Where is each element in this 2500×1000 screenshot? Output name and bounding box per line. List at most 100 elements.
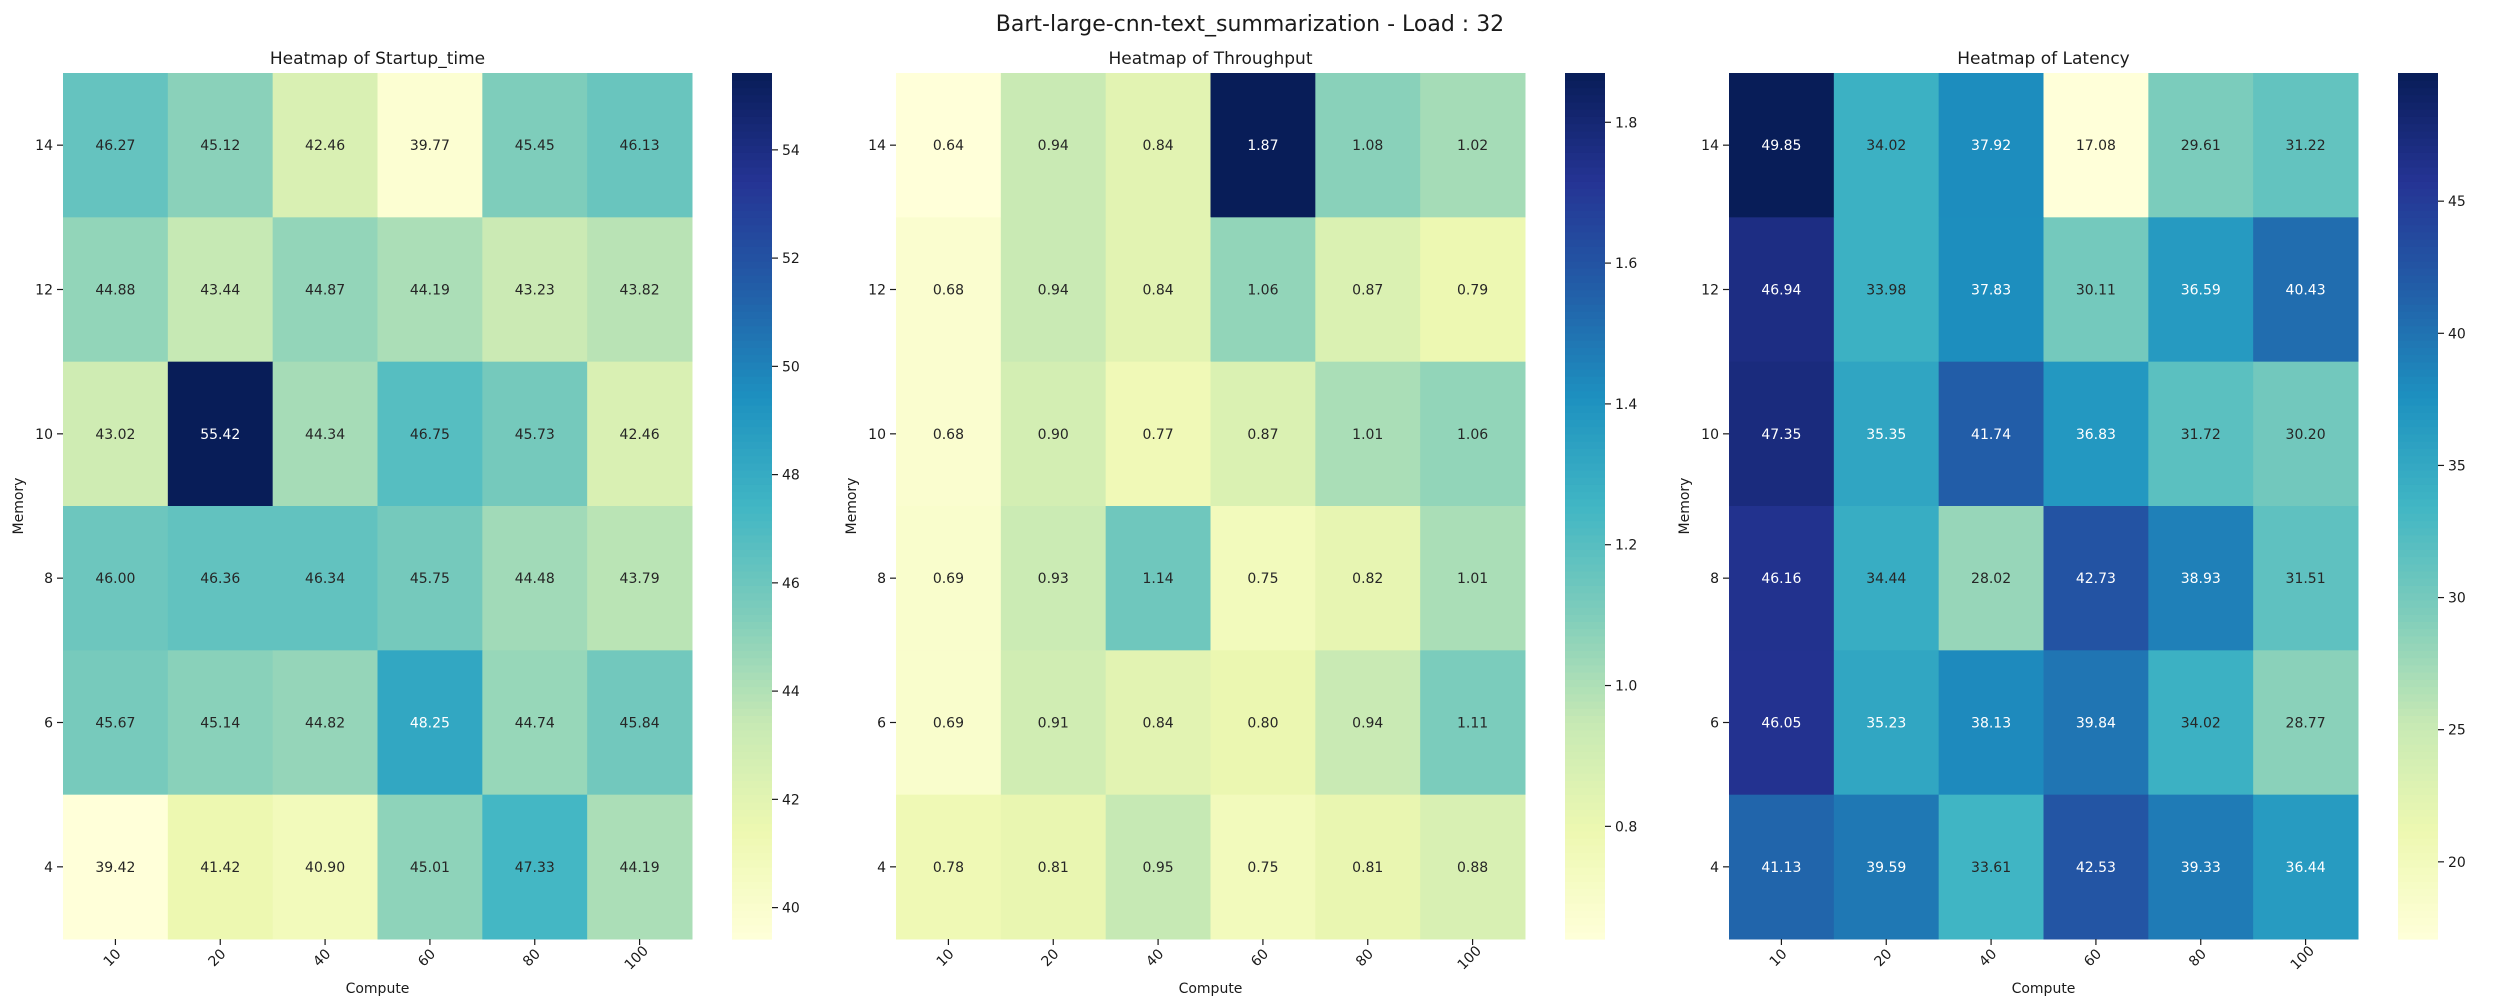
colorbar-segment bbox=[1565, 787, 1605, 796]
colorbar-segment bbox=[1565, 621, 1605, 630]
colorbar-segment bbox=[732, 671, 772, 680]
colorbar-segment bbox=[1565, 556, 1605, 565]
x-tick-label: 60 bbox=[415, 946, 439, 970]
cell-value-label: 0.78 bbox=[933, 860, 964, 876]
colorbar-segment bbox=[732, 556, 772, 565]
colorbar-segment bbox=[1565, 188, 1605, 197]
colorbar-segment bbox=[1565, 354, 1605, 363]
heatmap-cell bbox=[272, 217, 378, 363]
x-tick-label: 60 bbox=[2081, 946, 2105, 970]
heatmap-cell bbox=[1210, 650, 1316, 796]
colorbar-segment bbox=[2398, 231, 2438, 240]
colorbar-segment bbox=[1565, 217, 1605, 226]
colorbar-segment bbox=[732, 736, 772, 745]
colorbar-segment bbox=[732, 506, 772, 514]
colorbar-segment bbox=[732, 246, 772, 255]
colorbar-segment bbox=[732, 693, 772, 702]
colorbar-segment bbox=[2398, 311, 2438, 319]
colorbar-segment bbox=[2398, 347, 2438, 356]
colorbar-segment bbox=[1565, 527, 1605, 536]
colorbar-segment bbox=[1565, 109, 1605, 117]
colorbar-segment bbox=[732, 376, 772, 384]
colorbar-segment bbox=[2398, 722, 2438, 731]
colorbar-segment bbox=[1565, 484, 1605, 493]
colorbar-segment bbox=[732, 484, 772, 493]
cell-value-label: 41.74 bbox=[1971, 427, 2011, 443]
cell-value-label: 33.98 bbox=[1866, 283, 1906, 299]
cell-value-label: 0.93 bbox=[1038, 571, 1069, 587]
colorbar-segment bbox=[2398, 166, 2438, 175]
colorbar-segment bbox=[732, 318, 772, 327]
cell-value-label: 42.53 bbox=[2076, 860, 2116, 876]
cell-value-label: 38.13 bbox=[1971, 716, 2011, 732]
cell-value-label: 47.35 bbox=[1761, 427, 1801, 443]
colorbar-segment bbox=[2398, 910, 2438, 918]
colorbar-segment bbox=[732, 527, 772, 536]
cell-value-label: 45.84 bbox=[620, 716, 660, 732]
colorbar-segment bbox=[1565, 592, 1605, 601]
heatmap-cell bbox=[2253, 506, 2359, 651]
colorbar-segment bbox=[1565, 469, 1605, 478]
colorbar-segment bbox=[732, 231, 772, 240]
heatmap-cell bbox=[1729, 794, 1835, 940]
colorbar-segment bbox=[1565, 238, 1605, 247]
colorbar-segment bbox=[732, 462, 772, 471]
colorbar-segment bbox=[1565, 765, 1605, 774]
heatmap-cell bbox=[896, 794, 1002, 940]
y-tick-label: 8 bbox=[44, 571, 53, 587]
colorbar-segment bbox=[2398, 116, 2438, 125]
colorbar-segment bbox=[2398, 469, 2438, 478]
cell-value-label: 39.84 bbox=[2076, 716, 2116, 732]
colorbar: 0.8 1.0 1.2 1.4 1.6 1.8 bbox=[1565, 73, 1637, 940]
colorbar-segment bbox=[1565, 448, 1605, 457]
colorbar-segment bbox=[1565, 902, 1605, 911]
colorbar-segment bbox=[1565, 809, 1605, 817]
heatmap-cell bbox=[896, 650, 1002, 796]
heatmap-cell bbox=[2253, 794, 2359, 940]
colorbar-segment bbox=[732, 181, 772, 190]
colorbar-segment bbox=[1565, 390, 1605, 399]
heatmap-cell bbox=[1938, 361, 2044, 507]
cell-value-label: 39.77 bbox=[410, 138, 450, 154]
colorbar-segment bbox=[2398, 744, 2438, 752]
colorbar-segment bbox=[2398, 109, 2438, 117]
colorbar-segment bbox=[2398, 787, 2438, 796]
colorbar-segment bbox=[1565, 534, 1605, 543]
colorbar-segment bbox=[732, 859, 772, 868]
heatmap-cell bbox=[1420, 73, 1526, 218]
heatmap-cell bbox=[272, 361, 378, 507]
colorbar-segment bbox=[732, 159, 772, 168]
colorbar-segment bbox=[732, 679, 772, 688]
colorbar-segment bbox=[1565, 895, 1605, 904]
cell-value-label: 0.94 bbox=[1352, 716, 1383, 732]
heatmap-panel-1: 46.27 45.12 42.46 39.77 45.45 46.13 44.88 43.44… bbox=[11, 49, 800, 997]
cell-value-label: 0.68 bbox=[933, 427, 964, 443]
colorbar-segment bbox=[1565, 816, 1605, 825]
heatmap-cell bbox=[896, 506, 1002, 651]
colorbar-segment bbox=[2398, 556, 2438, 565]
colorbar-segment bbox=[2398, 895, 2438, 904]
x-tick-label: 40 bbox=[1143, 946, 1167, 970]
colorbar-segment bbox=[732, 570, 772, 579]
heatmap-cell bbox=[587, 73, 693, 218]
colorbar-segment bbox=[732, 809, 772, 817]
x-tick-label: 100 bbox=[1455, 943, 1485, 973]
colorbar-segment bbox=[732, 224, 772, 233]
colorbar-segment bbox=[732, 563, 772, 572]
colorbar-segment bbox=[2398, 534, 2438, 543]
cell-value-label: 43.79 bbox=[620, 571, 660, 587]
colorbar-segment bbox=[1565, 253, 1605, 262]
colorbar-segment bbox=[2398, 202, 2438, 211]
x-axis-label: Compute bbox=[2012, 981, 2076, 997]
y-tick-label: 10 bbox=[868, 427, 886, 443]
colorbar-segment bbox=[732, 874, 772, 882]
colorbar-segment bbox=[2398, 570, 2438, 579]
heatmap-cell bbox=[1420, 506, 1526, 651]
colorbar-segment bbox=[1565, 852, 1605, 861]
colorbar-segment bbox=[2398, 859, 2438, 868]
colorbar-segment bbox=[732, 520, 772, 529]
colorbar-segment bbox=[732, 888, 772, 897]
cell-value-label: 40.90 bbox=[305, 860, 345, 876]
colorbar-segment bbox=[732, 303, 772, 312]
